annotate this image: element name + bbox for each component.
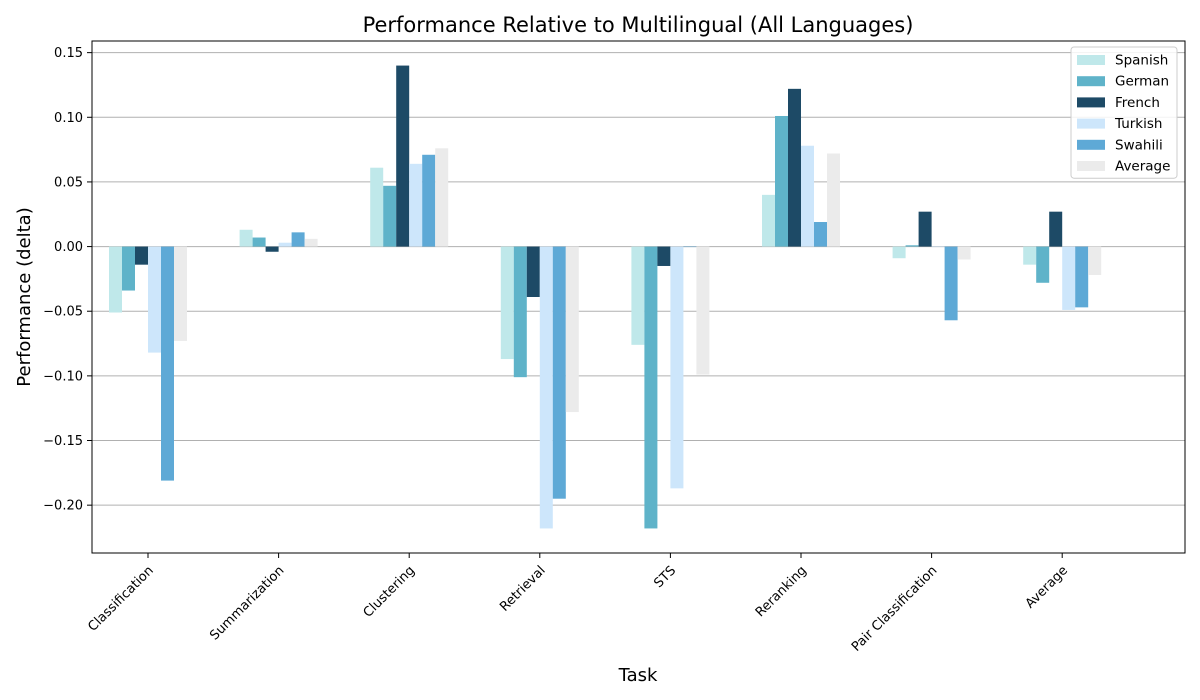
bar-german-classification bbox=[122, 246, 135, 291]
bar-german-pair-classification bbox=[905, 245, 919, 247]
bar-french-pair-classification bbox=[918, 211, 932, 247]
bar-spanish-average bbox=[1023, 246, 1037, 265]
bar-average-retrieval bbox=[565, 246, 579, 413]
bar-swahili-average bbox=[1075, 246, 1089, 308]
bar-spanish-sts bbox=[631, 246, 645, 345]
y-axis-label: Performance (delta) bbox=[14, 207, 35, 386]
legend-swatch bbox=[1077, 76, 1105, 87]
bar-german-reranking bbox=[775, 115, 788, 247]
bar-german-average bbox=[1036, 246, 1050, 283]
y-tick-label: −0.10 bbox=[43, 369, 83, 384]
plot-frame bbox=[91, 40, 1186, 554]
legend: Spanish German French Turkish Swahili Average bbox=[1070, 46, 1178, 179]
legend-swatch bbox=[1077, 55, 1105, 65]
bar-turkish-sts bbox=[670, 246, 684, 489]
bar-spanish-clustering bbox=[370, 167, 384, 247]
y-tick-label: 0.10 bbox=[54, 111, 83, 126]
y-tick-label: −0.20 bbox=[43, 499, 83, 514]
chart-title: Performance Relative to Multilingual (Al… bbox=[363, 13, 914, 37]
x-tick-label: Reranking bbox=[753, 563, 810, 620]
legend-swatch bbox=[1077, 118, 1105, 129]
legend-label: German bbox=[1115, 74, 1169, 90]
bar-turkish-reranking bbox=[801, 145, 814, 247]
bar-spanish-pair-classification bbox=[892, 246, 906, 259]
x-axis-label: Task bbox=[618, 665, 658, 686]
x-tick-label: Pair Classification bbox=[849, 563, 940, 654]
bar-turkish-retrieval bbox=[539, 246, 553, 529]
bar-turkish-average bbox=[1062, 246, 1076, 310]
bar-spanish-retrieval bbox=[500, 246, 514, 360]
bar-french-reranking bbox=[788, 88, 801, 247]
bar-turkish-summarization bbox=[278, 242, 292, 247]
bar-average-pair-classification bbox=[957, 246, 971, 260]
x-tick-label: Classification bbox=[85, 563, 156, 634]
x-tick-label: STS bbox=[651, 563, 679, 591]
y-tick-label: −0.15 bbox=[43, 434, 83, 449]
legend-label: French bbox=[1115, 95, 1160, 111]
bar-swahili-sts bbox=[683, 246, 697, 248]
legend-swatch bbox=[1077, 161, 1105, 171]
bar-spanish-summarization bbox=[239, 229, 253, 247]
x-axis: Classification Summarization Clustering Ret… bbox=[85, 553, 1071, 655]
bar-average-reranking bbox=[827, 153, 840, 247]
bar-german-retrieval bbox=[513, 246, 527, 378]
legend-label: Turkish bbox=[1114, 116, 1162, 132]
bar-german-summarization bbox=[252, 237, 266, 247]
bar-average-clustering bbox=[435, 148, 449, 247]
bar-turkish-clustering bbox=[409, 163, 423, 247]
y-tick-label: 0.15 bbox=[54, 46, 83, 61]
bar-average-sts bbox=[696, 246, 710, 375]
bar-spanish-reranking bbox=[762, 194, 775, 247]
bar-turkish-classification bbox=[148, 246, 161, 353]
bar-german-clustering bbox=[383, 185, 397, 247]
bar-turkish-pair-classification bbox=[931, 246, 945, 248]
bar-french-clustering bbox=[396, 65, 410, 247]
bars bbox=[109, 65, 1102, 529]
bar-swahili-reranking bbox=[814, 222, 827, 247]
bar-average-average bbox=[1088, 246, 1102, 276]
x-tick-label: Summarization bbox=[207, 563, 287, 643]
legend-label: Average bbox=[1115, 159, 1170, 175]
bar-average-classification bbox=[174, 246, 187, 341]
bar-swahili-retrieval bbox=[552, 246, 566, 499]
legend-swatch bbox=[1077, 97, 1105, 108]
y-tick-label: 0.05 bbox=[54, 175, 83, 190]
x-tick-label: Clustering bbox=[361, 563, 418, 620]
bar-swahili-clustering bbox=[422, 154, 436, 247]
bar-swahili-pair-classification bbox=[944, 246, 958, 321]
legend-label: Spanish bbox=[1115, 53, 1168, 69]
bar-average-summarization bbox=[304, 238, 318, 247]
grid-lines bbox=[92, 52, 1185, 506]
y-tick-label: 0.00 bbox=[54, 240, 83, 255]
x-tick-label: Retrieval bbox=[497, 563, 548, 614]
bar-french-average bbox=[1049, 211, 1063, 247]
bar-french-sts bbox=[657, 246, 671, 266]
bar-french-summarization bbox=[265, 246, 279, 252]
bar-spanish-classification bbox=[109, 246, 122, 313]
bar-french-classification bbox=[135, 246, 148, 265]
x-tick-label: Average bbox=[1023, 563, 1071, 611]
legend-label: Swahili bbox=[1115, 137, 1163, 153]
bar-swahili-summarization bbox=[291, 232, 305, 247]
y-axis: −0.20 −0.15 −0.10 −0.05 0.00 0.05 0.10 0.15 bbox=[43, 46, 92, 514]
y-tick-label: −0.05 bbox=[43, 305, 83, 320]
legend-swatch bbox=[1077, 139, 1105, 150]
bar-german-sts bbox=[644, 246, 658, 529]
bar-swahili-classification bbox=[161, 246, 174, 481]
bar-french-retrieval bbox=[526, 246, 540, 297]
